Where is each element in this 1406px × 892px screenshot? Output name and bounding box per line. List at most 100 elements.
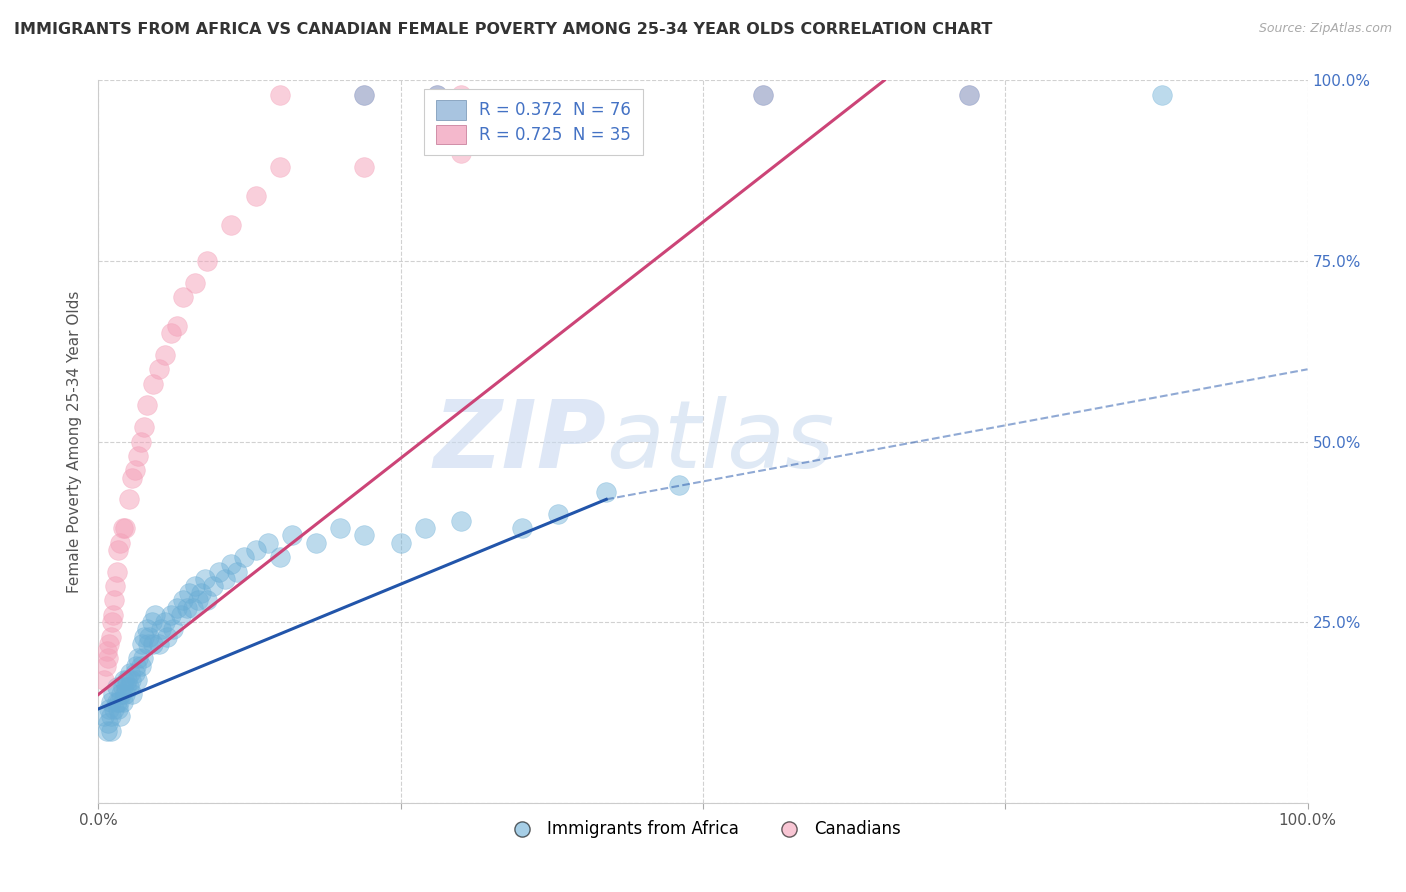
Point <box>127 673 149 687</box>
Point <box>172 290 194 304</box>
Point <box>169 607 191 622</box>
Point <box>668 478 690 492</box>
Point <box>129 658 152 673</box>
Point <box>114 521 136 535</box>
Point <box>107 702 129 716</box>
Point <box>547 507 569 521</box>
Point <box>93 673 115 687</box>
Point <box>195 593 218 607</box>
Point <box>195 253 218 268</box>
Point <box>202 579 225 593</box>
Point <box>125 658 148 673</box>
Point <box>108 535 131 549</box>
Point <box>510 521 533 535</box>
Text: ZIP: ZIP <box>433 395 606 488</box>
Point <box>103 702 125 716</box>
Point <box>121 470 143 484</box>
Point <box>142 637 165 651</box>
Point <box>98 702 121 716</box>
Point <box>269 160 291 174</box>
Point <box>179 586 201 600</box>
Point <box>450 87 472 102</box>
Point <box>256 535 278 549</box>
Point <box>115 680 138 694</box>
Point <box>129 434 152 449</box>
Point <box>187 593 209 607</box>
Point <box>100 630 122 644</box>
Point <box>226 565 249 579</box>
Point <box>426 87 449 102</box>
Point <box>112 673 135 687</box>
Point <box>413 521 436 535</box>
Point <box>97 651 120 665</box>
Point <box>114 687 136 701</box>
Point <box>118 680 141 694</box>
Point <box>134 420 156 434</box>
Point <box>305 535 328 549</box>
Point <box>100 709 122 723</box>
Point <box>172 593 194 607</box>
Point <box>104 579 127 593</box>
Point <box>100 695 122 709</box>
Point <box>108 695 131 709</box>
Point <box>138 630 160 644</box>
Point <box>118 492 141 507</box>
Point <box>124 463 146 477</box>
Point <box>107 542 129 557</box>
Point <box>450 514 472 528</box>
Point <box>150 623 173 637</box>
Point <box>166 318 188 333</box>
Point <box>110 687 132 701</box>
Point <box>181 600 204 615</box>
Point <box>131 637 153 651</box>
Text: atlas: atlas <box>606 396 835 487</box>
Point <box>111 695 134 709</box>
Point <box>957 87 980 102</box>
Point <box>281 528 304 542</box>
Point <box>127 449 149 463</box>
Point <box>101 607 124 622</box>
Point <box>124 665 146 680</box>
Point <box>232 550 254 565</box>
Point <box>162 623 184 637</box>
Point <box>353 528 375 542</box>
Point <box>136 637 159 651</box>
Point <box>595 485 617 500</box>
Point <box>194 572 217 586</box>
Point <box>111 521 134 535</box>
Point <box>148 637 170 651</box>
Point <box>111 680 134 694</box>
Point <box>269 87 291 102</box>
Legend: Immigrants from Africa, Canadians: Immigrants from Africa, Canadians <box>499 814 907 845</box>
Point <box>329 521 352 535</box>
Point <box>118 665 141 680</box>
Point <box>752 87 775 102</box>
Point <box>142 376 165 391</box>
Point <box>214 572 236 586</box>
Point <box>957 87 980 102</box>
Point <box>93 709 115 723</box>
Point <box>103 593 125 607</box>
Point <box>245 189 267 203</box>
Point <box>98 637 121 651</box>
Point <box>134 630 156 644</box>
Point <box>190 586 212 600</box>
Point <box>353 87 375 102</box>
Point <box>208 565 231 579</box>
Text: IMMIGRANTS FROM AFRICA VS CANADIAN FEMALE POVERTY AMONG 25-34 YEAR OLDS CORRELAT: IMMIGRANTS FROM AFRICA VS CANADIAN FEMAL… <box>14 22 993 37</box>
Point <box>105 680 128 694</box>
Point <box>426 87 449 102</box>
Point <box>221 218 243 232</box>
Point <box>353 160 375 174</box>
Point <box>108 709 131 723</box>
Point <box>100 723 122 738</box>
Point <box>245 542 267 557</box>
Point <box>97 716 120 731</box>
Point <box>752 87 775 102</box>
Point <box>1152 87 1174 102</box>
Point <box>166 600 188 615</box>
Point <box>135 398 157 412</box>
Point <box>153 615 176 630</box>
Point <box>153 348 176 362</box>
Y-axis label: Female Poverty Among 25-34 Year Olds: Female Poverty Among 25-34 Year Olds <box>67 291 83 592</box>
